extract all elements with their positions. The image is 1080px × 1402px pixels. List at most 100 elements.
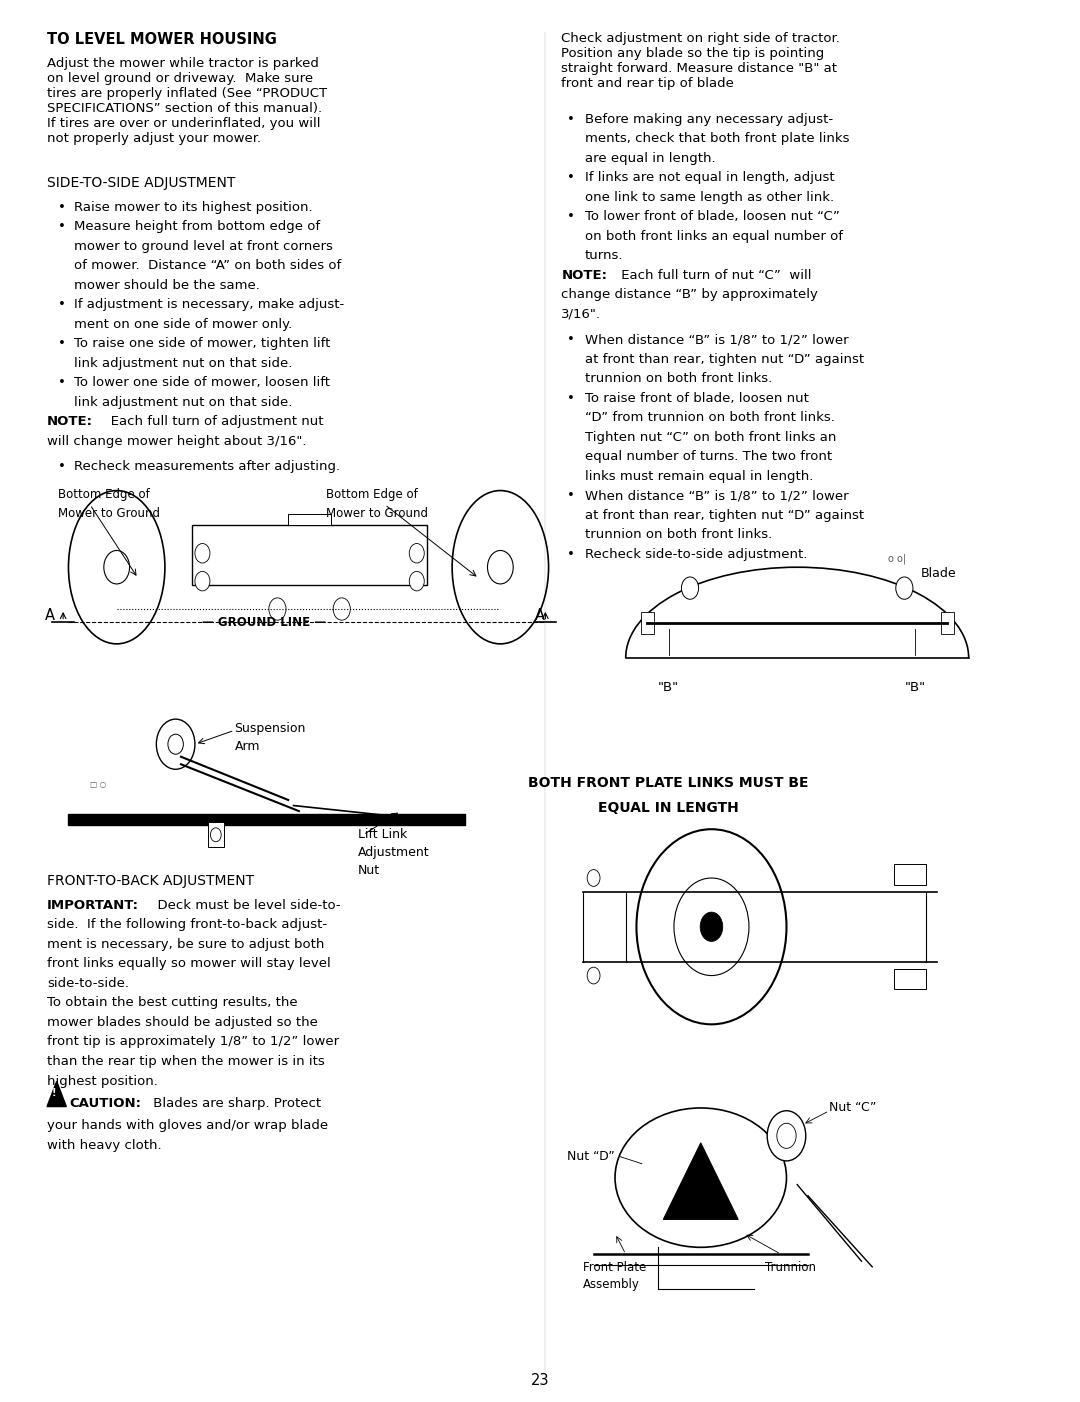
- Text: Blade: Blade: [920, 568, 956, 580]
- Text: To raise one side of mower, tighten lift: To raise one side of mower, tighten lift: [73, 338, 330, 350]
- Text: Before making any necessary adjust-: Before making any necessary adjust-: [585, 114, 833, 126]
- Text: trunnion on both front links.: trunnion on both front links.: [585, 529, 772, 541]
- Text: than the rear tip when the mower is in its: than the rear tip when the mower is in i…: [48, 1054, 325, 1068]
- Text: — GROUND LINE —: — GROUND LINE —: [202, 615, 326, 629]
- Circle shape: [588, 869, 600, 886]
- Text: •: •: [567, 548, 575, 561]
- Circle shape: [104, 551, 130, 583]
- Text: BOTH FRONT PLATE LINKS MUST BE: BOTH FRONT PLATE LINKS MUST BE: [528, 777, 809, 791]
- Text: When distance “B” is 1/8” to 1/2” lower: When distance “B” is 1/8” to 1/2” lower: [585, 334, 849, 346]
- Text: •: •: [567, 171, 575, 185]
- Text: ment on one side of mower only.: ment on one side of mower only.: [73, 318, 292, 331]
- Text: at front than rear, tighten nut “D” against: at front than rear, tighten nut “D” agai…: [585, 509, 864, 522]
- Text: •: •: [57, 338, 66, 350]
- Circle shape: [167, 735, 184, 754]
- Text: Each full turn of nut “C”  will: Each full turn of nut “C” will: [617, 269, 812, 282]
- Text: Recheck measurements after adjusting.: Recheck measurements after adjusting.: [73, 460, 340, 472]
- Text: •: •: [57, 200, 66, 213]
- Text: To lower front of blade, loosen nut “C”: To lower front of blade, loosen nut “C”: [585, 210, 840, 223]
- Polygon shape: [663, 1143, 739, 1220]
- Text: To lower one side of mower, loosen lift: To lower one side of mower, loosen lift: [73, 376, 329, 390]
- Text: front links equally so mower will stay level: front links equally so mower will stay l…: [48, 958, 330, 970]
- Text: When distance “B” is 1/8” to 1/2” lower: When distance “B” is 1/8” to 1/2” lower: [585, 489, 849, 502]
- Bar: [192, 526, 428, 585]
- Text: link adjustment nut on that side.: link adjustment nut on that side.: [73, 395, 293, 409]
- Text: side.  If the following front-to-back adjust-: side. If the following front-to-back adj…: [48, 918, 327, 931]
- Text: •: •: [567, 210, 575, 223]
- Circle shape: [157, 719, 194, 770]
- Circle shape: [700, 913, 723, 941]
- Circle shape: [194, 572, 210, 590]
- Text: Mower to Ground: Mower to Ground: [57, 508, 160, 520]
- Text: side-to-side.: side-to-side.: [48, 977, 129, 990]
- Circle shape: [895, 578, 913, 599]
- Text: ments, check that both front plate links: ments, check that both front plate links: [585, 132, 850, 146]
- Text: highest position.: highest position.: [48, 1074, 158, 1088]
- Text: NOTE:: NOTE:: [562, 269, 607, 282]
- Text: trunnion on both front links.: trunnion on both front links.: [585, 372, 772, 386]
- Text: Suspension: Suspension: [234, 722, 306, 735]
- Text: Blades are sharp. Protect: Blades are sharp. Protect: [149, 1096, 321, 1110]
- Text: Bottom Edge of: Bottom Edge of: [57, 488, 149, 501]
- Text: links must remain equal in length.: links must remain equal in length.: [585, 470, 813, 482]
- Text: Each full turn of adjustment nut: Each full turn of adjustment nut: [98, 415, 324, 428]
- Text: To raise front of blade, loosen nut: To raise front of blade, loosen nut: [585, 391, 809, 405]
- Text: •: •: [57, 460, 66, 472]
- Text: Adjust the mower while tractor is parked
on level ground or driveway.  Make sure: Adjust the mower while tractor is parked…: [48, 57, 327, 146]
- Text: Nut: Nut: [357, 864, 380, 878]
- Circle shape: [636, 829, 786, 1025]
- Text: If adjustment is necessary, make adjust-: If adjustment is necessary, make adjust-: [73, 299, 345, 311]
- Text: mower should be the same.: mower should be the same.: [73, 279, 259, 292]
- Text: with heavy cloth.: with heavy cloth.: [48, 1138, 162, 1151]
- Text: "B": "B": [905, 681, 926, 694]
- Circle shape: [777, 1123, 796, 1148]
- Text: A: A: [45, 607, 55, 622]
- Circle shape: [409, 544, 424, 564]
- Circle shape: [409, 572, 424, 590]
- Text: Adjustment: Adjustment: [357, 845, 430, 859]
- Circle shape: [194, 544, 210, 564]
- Circle shape: [681, 578, 699, 599]
- Text: are equal in length.: are equal in length.: [585, 151, 716, 165]
- Text: “D” from trunnion on both front links.: “D” from trunnion on both front links.: [585, 411, 835, 425]
- Text: link adjustment nut on that side.: link adjustment nut on that side.: [73, 356, 293, 370]
- Text: 23: 23: [530, 1373, 550, 1388]
- Text: If links are not equal in length, adjust: If links are not equal in length, adjust: [585, 171, 835, 185]
- Text: !: !: [52, 1088, 56, 1098]
- Text: change distance “B” by approximately: change distance “B” by approximately: [562, 289, 819, 301]
- Text: •: •: [57, 376, 66, 390]
- Text: Measure height from bottom edge of: Measure height from bottom edge of: [73, 220, 320, 233]
- Text: turns.: turns.: [585, 250, 623, 262]
- Text: Raise mower to its highest position.: Raise mower to its highest position.: [73, 200, 312, 213]
- Text: Front Plate: Front Plate: [583, 1262, 646, 1274]
- Text: of mower.  Distance “A” on both sides of: of mower. Distance “A” on both sides of: [73, 259, 341, 272]
- Bar: [207, 822, 224, 847]
- Circle shape: [333, 597, 350, 620]
- Text: Recheck side-to-side adjustment.: Recheck side-to-side adjustment.: [585, 548, 808, 561]
- Text: at front than rear, tighten nut “D” against: at front than rear, tighten nut “D” agai…: [585, 352, 864, 366]
- Text: Check adjustment on right side of tractor.
Position any blade so the tip is poin: Check adjustment on right side of tracto…: [562, 32, 840, 90]
- Text: □ ○: □ ○: [90, 781, 106, 789]
- Bar: [893, 969, 926, 990]
- Circle shape: [487, 551, 513, 583]
- Polygon shape: [48, 1081, 66, 1106]
- Bar: [640, 611, 653, 634]
- Text: TO LEVEL MOWER HOUSING: TO LEVEL MOWER HOUSING: [48, 32, 276, 48]
- Text: •: •: [567, 489, 575, 502]
- Text: o o|: o o|: [888, 554, 906, 564]
- Text: Assembly: Assembly: [583, 1279, 639, 1291]
- Text: A: A: [535, 607, 544, 622]
- Text: ment is necessary, be sure to adjust both: ment is necessary, be sure to adjust bot…: [48, 938, 324, 951]
- Text: one link to same length as other link.: one link to same length as other link.: [585, 191, 834, 203]
- Text: Nut “D”: Nut “D”: [567, 1150, 615, 1162]
- Text: •: •: [57, 220, 66, 233]
- Text: on both front links an equal number of: on both front links an equal number of: [585, 230, 843, 243]
- Text: Lift Link: Lift Link: [357, 827, 407, 841]
- Text: mower to ground level at front corners: mower to ground level at front corners: [73, 240, 333, 252]
- Text: NOTE:: NOTE:: [48, 415, 93, 428]
- Text: "B": "B": [658, 681, 679, 694]
- Text: Arm: Arm: [234, 740, 260, 753]
- Circle shape: [588, 967, 600, 984]
- Text: •: •: [567, 334, 575, 346]
- Ellipse shape: [453, 491, 549, 644]
